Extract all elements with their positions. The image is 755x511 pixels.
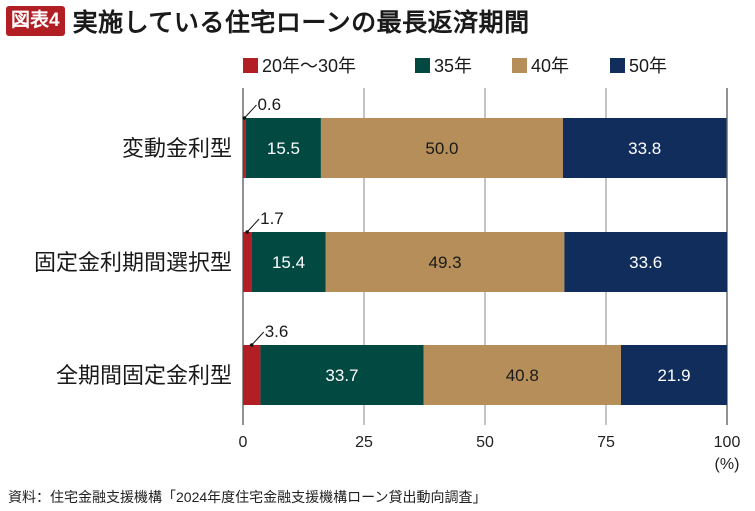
bar-segment-2-1: [260, 345, 424, 405]
value-label-0-1: 15.5: [267, 139, 300, 158]
leader-line-2: [251, 331, 265, 346]
bar-segment-2-2: [423, 345, 622, 405]
tick-label-0: 0: [239, 434, 248, 451]
tick-label-50: 50: [476, 434, 494, 451]
bar-segment-1-1: [251, 232, 326, 292]
bar-segment-2-3: [621, 345, 727, 405]
bar-segment-2-0: [243, 345, 261, 405]
value-label-1-1: 15.4: [272, 253, 305, 272]
legend-swatch-2: [512, 58, 527, 73]
bar-segment-0-0: [243, 118, 246, 178]
value-label-0-0: 0.6: [257, 95, 281, 114]
legend-label-0: 20年～30年: [262, 56, 356, 76]
source-note: 資料：住宅金融支援機構「2024年度住宅金融支援機構ローン貸出動向調査」: [8, 489, 487, 505]
x-axis-unit-label: (%): [715, 456, 740, 473]
category-label-0: 変動金利型: [122, 136, 232, 161]
tick-label-75: 75: [597, 434, 615, 451]
leader-line-1: [246, 218, 260, 233]
category-label-1: 固定金利期間選択型: [34, 250, 232, 275]
value-label-2-1: 33.7: [325, 366, 358, 385]
x-axis-ticks: 0 25 50 75 100: [239, 434, 741, 451]
bar-segment-0-1: [245, 118, 321, 178]
value-label-2-3: 21.9: [657, 366, 690, 385]
legend-label-1: 35年: [434, 56, 472, 76]
value-label-2-0: 3.6: [265, 322, 289, 341]
value-label-1-2: 49.3: [429, 253, 462, 272]
legend-label-2: 40年: [531, 56, 569, 76]
tick-label-25: 25: [355, 434, 373, 451]
bars: 0.6 15.5 50.0 33.8 1.7 15.4 49.3 33.6 3.6 33.7 40.…: [242, 95, 727, 405]
bar-segment-0-3: [562, 118, 727, 178]
tick-label-100: 100: [714, 434, 741, 451]
value-label-1-0: 1.7: [260, 209, 284, 228]
bar-segment-1-0: [243, 232, 252, 292]
value-label-0-2: 50.0: [425, 139, 458, 158]
bar-segment-1-3: [564, 232, 727, 292]
legend: 20年～30年 35年 40年 50年: [243, 56, 667, 76]
value-label-2-2: 40.8: [506, 366, 539, 385]
bar-segment-1-2: [325, 232, 565, 292]
value-label-1-3: 33.6: [629, 253, 662, 272]
value-label-0-3: 33.8: [628, 139, 661, 158]
chart-title: 実施している住宅ローンの最長返済期間: [72, 9, 530, 37]
legend-swatch-1: [415, 58, 430, 73]
leader-line-0: [244, 104, 257, 119]
category-label-2: 全期間固定金利型: [56, 363, 232, 388]
figure-badge: 図表4: [6, 6, 65, 36]
chart-header: 図表4 実施している住宅ローンの最長返済期間: [6, 5, 530, 37]
legend-swatch-0: [243, 58, 258, 73]
legend-swatch-3: [610, 58, 625, 73]
bar-segment-0-2: [320, 118, 563, 178]
legend-label-3: 50年: [629, 56, 667, 76]
